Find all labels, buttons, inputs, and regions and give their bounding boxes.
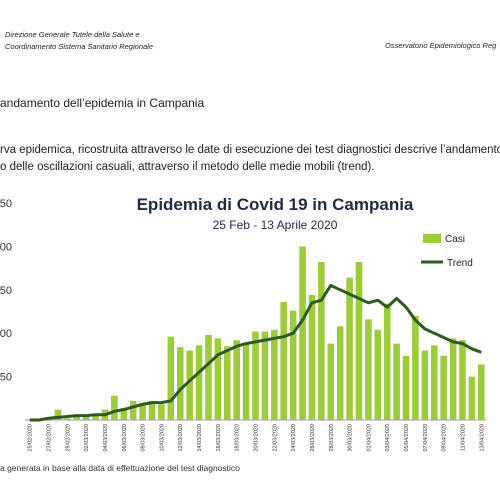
x-tick-label: 11/04/2020 <box>460 424 466 451</box>
x-tick-label: 29/02/2020 <box>65 424 71 452</box>
y-tick-label: 50 <box>0 372 12 384</box>
bar <box>336 326 344 420</box>
chart-title: Epidemia di Covid 19 in Campania <box>137 195 414 214</box>
bar <box>54 409 62 420</box>
bar <box>82 414 90 420</box>
bar <box>374 329 382 420</box>
bar <box>139 402 146 420</box>
bar <box>280 301 288 420</box>
bar <box>158 404 165 420</box>
bar <box>205 334 212 420</box>
bar <box>129 400 137 420</box>
x-tick-label: 05/04/2020 <box>404 424 410 452</box>
x-tick-label: 08/03/2020 <box>141 424 147 452</box>
x-tick-label: 14/03/2020 <box>197 424 203 452</box>
y-tick-label: 200 <box>0 241 12 253</box>
header-line: Coordinamento Sistema Sanitario Regional… <box>5 42 154 51</box>
x-tick-label: 03/04/2020 <box>385 424 391 452</box>
legend-label: Trend <box>447 258 473 269</box>
x-tick-label: 02/03/2020 <box>84 424 90 452</box>
bar <box>233 340 240 420</box>
bar <box>111 395 118 420</box>
bar <box>223 346 231 420</box>
paragraph-line: o delle oscillazioni casuali, attraverso… <box>0 161 375 173</box>
bar <box>365 319 372 420</box>
x-tick-label: 30/03/2020 <box>348 424 354 452</box>
x-tick-label: 01/04/2020 <box>366 424 372 452</box>
chart: Epidemia di Covid 19 in Campania 25 Feb … <box>0 195 486 473</box>
bar <box>355 262 363 420</box>
bar <box>346 277 353 420</box>
legend-label: Casi <box>445 234 465 245</box>
x-tick-label: 10/03/2020 <box>159 424 165 452</box>
chart-subtitle: 25 Feb - 13 Aprile 2020 <box>213 218 338 232</box>
bar <box>252 331 259 420</box>
x-tick-label: 06/03/2020 <box>122 424 128 452</box>
bar <box>242 343 250 420</box>
y-tick-label: 250 <box>0 198 12 210</box>
bar <box>271 329 278 420</box>
bar <box>289 310 297 420</box>
header-right: Osservatorio Epidemiologico Reg <box>385 41 497 50</box>
bar <box>440 355 447 420</box>
bar <box>383 303 391 420</box>
bar <box>308 295 316 420</box>
bar <box>430 345 438 420</box>
x-tick-label: 18/03/2020 <box>235 424 241 452</box>
legend-swatch <box>423 234 441 243</box>
bar <box>459 340 466 420</box>
bar <box>449 338 457 420</box>
footnote: a generata in base alla data di effettua… <box>0 463 240 473</box>
y-tick-label: 150 <box>0 285 12 297</box>
bar <box>120 407 128 420</box>
x-tick-label: 22/03/2020 <box>272 424 278 452</box>
x-tick-label: 25/02/2020 <box>28 424 34 452</box>
x-tick-label: 12/03/2020 <box>178 424 184 452</box>
bar <box>167 336 175 420</box>
bar <box>421 350 429 420</box>
bar <box>299 246 306 420</box>
bar <box>327 343 335 420</box>
bar <box>402 355 410 420</box>
bar <box>92 415 99 420</box>
section-heading: andamento dell’epidemia in Campania <box>0 96 205 110</box>
x-tick-label: 04/03/2020 <box>103 424 109 452</box>
x-tick-label: 26/03/2020 <box>310 424 316 452</box>
x-tick-label: 27/02/2020 <box>47 424 53 452</box>
bar <box>195 345 203 420</box>
x-tick-label: 16/03/2020 <box>216 424 222 452</box>
x-tick-label: 13/04/2020 <box>479 424 485 452</box>
bar <box>478 364 485 420</box>
bar <box>393 343 400 420</box>
bar <box>64 418 71 420</box>
trend-line <box>29 283 482 422</box>
x-tick-label: 20/03/2020 <box>254 424 260 452</box>
x-tick-label: 09/04/2020 <box>442 424 448 452</box>
bar <box>148 400 156 420</box>
bar <box>176 347 184 420</box>
bar <box>318 262 325 420</box>
bar <box>412 315 419 420</box>
bar <box>468 376 476 420</box>
header-line: Direzione Generale Tutele della Salute e <box>5 30 140 39</box>
bar <box>214 338 222 420</box>
y-tick-label: 100 <box>0 328 12 340</box>
bar <box>186 350 193 420</box>
x-tick-label: 28/03/2020 <box>329 424 335 452</box>
paragraph-line: rva epidemica, ricostruita attraverso le… <box>0 144 500 156</box>
x-tick-label: 24/03/2020 <box>291 424 297 452</box>
bar <box>261 331 269 420</box>
bar <box>73 415 81 420</box>
x-tick-label: 07/04/2020 <box>423 424 429 452</box>
